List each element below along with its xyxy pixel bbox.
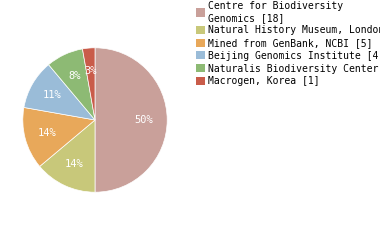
Text: 3%: 3%: [84, 66, 97, 76]
Text: 11%: 11%: [43, 90, 62, 101]
Wedge shape: [40, 120, 95, 192]
Wedge shape: [82, 48, 95, 120]
Legend: Centre for Biodiversity
Genomics [18], Natural History Museum, London [5], Mined: Centre for Biodiversity Genomics [18], N…: [195, 0, 380, 87]
Text: 8%: 8%: [68, 71, 81, 80]
Text: 50%: 50%: [135, 115, 154, 125]
Text: 14%: 14%: [65, 160, 84, 169]
Wedge shape: [23, 108, 95, 166]
Wedge shape: [24, 65, 95, 120]
Wedge shape: [49, 49, 95, 120]
Wedge shape: [95, 48, 167, 192]
Text: 14%: 14%: [38, 128, 57, 138]
